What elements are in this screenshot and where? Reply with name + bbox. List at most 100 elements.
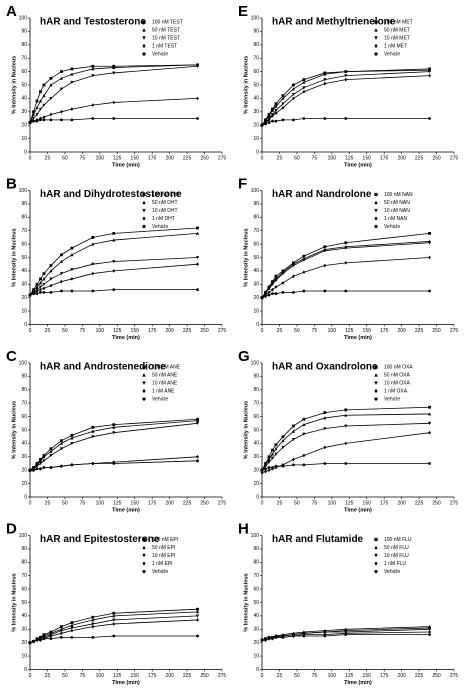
data-point <box>35 464 39 468</box>
data-point <box>267 637 271 641</box>
y-axis-label: % Intensity in Nucleus <box>243 401 249 459</box>
data-point <box>302 78 306 82</box>
data-point <box>260 471 264 475</box>
data-point <box>428 462 431 465</box>
data-point <box>112 425 116 429</box>
data-point <box>70 67 74 71</box>
y-tick-label: 40 <box>253 96 259 102</box>
x-tick-label: 50 <box>294 673 300 679</box>
data-point <box>264 638 267 642</box>
data-point <box>267 114 271 118</box>
data-point <box>428 630 431 634</box>
x-tick-label: 200 <box>397 500 406 506</box>
data-point <box>263 464 268 468</box>
y-tick-label: 70 <box>253 401 259 407</box>
data-point <box>271 119 274 123</box>
data-point <box>196 96 199 101</box>
data-point <box>428 255 431 260</box>
x-tick-label: 250 <box>200 155 209 161</box>
x-tick-label: 225 <box>415 500 424 506</box>
data-point <box>196 634 199 638</box>
data-point <box>91 618 95 622</box>
legend-label: 1 nM EPI <box>152 561 173 567</box>
x-tick-label: 200 <box>165 155 174 161</box>
x-tick-label: 100 <box>328 328 337 334</box>
x-tick-label: 125 <box>113 500 122 506</box>
data-point <box>271 114 274 118</box>
legend-label: 10 nM DHT <box>152 208 178 214</box>
x-tick-label: 225 <box>183 328 192 334</box>
data-point <box>32 119 35 123</box>
data-point <box>42 459 46 463</box>
y-tick-label: 80 <box>253 215 259 221</box>
data-point <box>49 118 53 122</box>
panel-title: hAR and Methyltrienelone <box>272 17 396 28</box>
y-axis-label: % Intensity in Nucleus <box>11 56 17 114</box>
data-point <box>35 106 39 110</box>
data-point <box>267 466 271 469</box>
y-tick-label: 70 <box>21 401 27 407</box>
y-tick-label: 60 <box>253 69 259 75</box>
legend-marker <box>374 388 378 394</box>
data-point <box>271 287 274 292</box>
data-point <box>267 293 271 297</box>
data-point <box>70 621 74 624</box>
data-point <box>49 637 53 641</box>
data-point <box>49 466 53 469</box>
legend-marker <box>374 224 378 229</box>
data-point <box>323 78 327 82</box>
panel-letter: F <box>238 175 247 192</box>
legend-label: 1 nM FLU <box>384 561 406 567</box>
x-tick-label: 175 <box>380 500 389 506</box>
data-point <box>274 111 278 115</box>
legend-marker <box>374 397 378 401</box>
data-point <box>292 457 295 462</box>
y-tick-label: 90 <box>21 374 27 380</box>
y-tick-label: 40 <box>21 96 27 102</box>
data-point <box>70 635 74 639</box>
data-point <box>428 289 431 293</box>
data-point <box>49 83 53 87</box>
data-point <box>264 469 267 474</box>
legend-marker <box>142 20 146 24</box>
data-point <box>323 289 327 293</box>
x-axis-label: Time (min) <box>112 335 140 341</box>
data-point <box>60 279 63 284</box>
y-tick-label: 0 <box>24 667 27 673</box>
y-tick-label: 70 <box>253 56 259 62</box>
data-point <box>302 254 306 258</box>
data-point <box>32 110 35 114</box>
data-point <box>302 422 306 427</box>
legend-label: 1 nM MET <box>384 43 407 49</box>
x-tick-label: 150 <box>131 673 140 679</box>
data-point <box>59 259 63 263</box>
data-point <box>281 96 285 100</box>
legend-marker <box>142 545 146 550</box>
y-tick-label: 80 <box>21 387 27 393</box>
legend-marker <box>374 216 378 221</box>
data-point <box>70 436 74 440</box>
data-point <box>267 121 271 124</box>
legend-marker <box>374 28 378 32</box>
legend-marker <box>142 28 146 32</box>
legend-marker <box>142 537 146 542</box>
data-point <box>42 282 46 286</box>
x-tick-label: 75 <box>312 155 318 161</box>
x-tick-label: 0 <box>29 500 32 506</box>
legend-label: 10 nM TEST <box>152 35 180 41</box>
x-tick-label: 0 <box>29 155 32 161</box>
x-axis-label: Time (min) <box>344 335 372 341</box>
data-point <box>70 623 74 627</box>
data-point <box>428 627 432 631</box>
x-tick-label: 200 <box>397 328 406 334</box>
legend-label: Vehicle <box>152 396 168 402</box>
x-tick-label: 200 <box>165 328 174 334</box>
legend-marker <box>142 381 146 385</box>
data-point <box>39 277 42 281</box>
data-point <box>274 278 278 282</box>
data-point <box>42 455 46 459</box>
data-point <box>42 466 46 469</box>
y-tick-label: 30 <box>21 454 27 460</box>
legend-marker <box>142 561 146 566</box>
